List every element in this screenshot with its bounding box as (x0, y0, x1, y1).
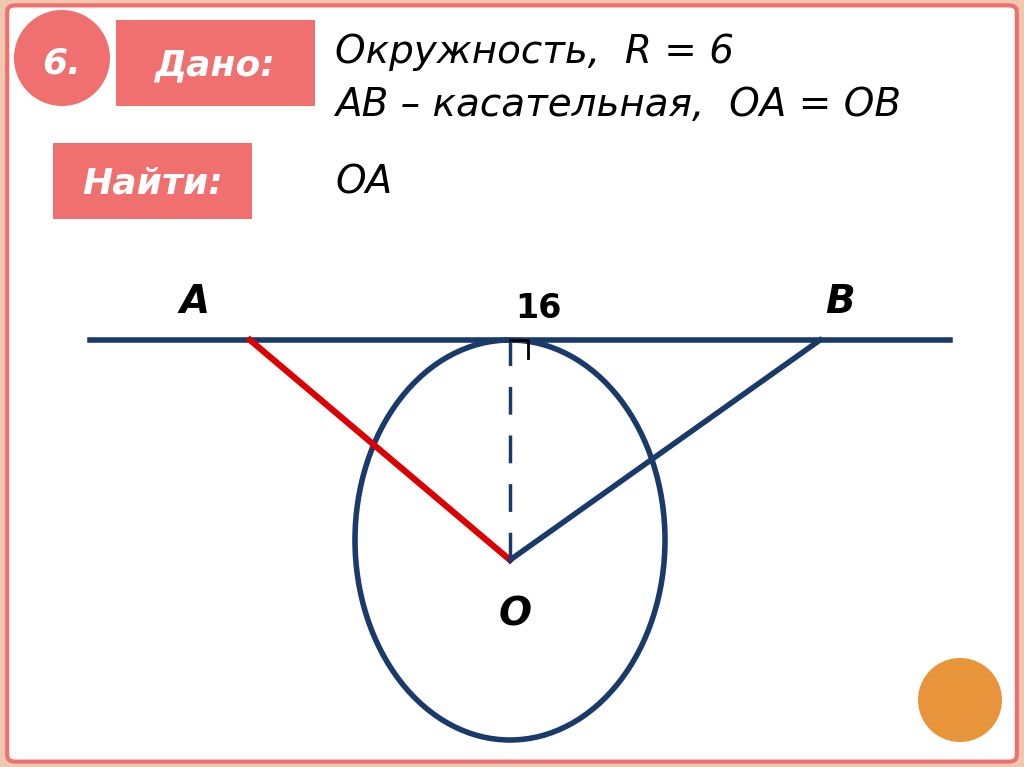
Text: AB – касательная,  OA = OB: AB – касательная, OA = OB (335, 86, 901, 124)
Text: O: O (499, 596, 531, 634)
FancyBboxPatch shape (53, 143, 252, 219)
Circle shape (918, 658, 1002, 742)
Text: 16: 16 (515, 291, 561, 324)
Text: A: A (180, 283, 210, 321)
Circle shape (14, 10, 110, 106)
FancyBboxPatch shape (116, 20, 315, 106)
Text: Дано:: Дано: (155, 48, 275, 82)
Text: B: B (825, 283, 855, 321)
Text: Окружность,  R = 6: Окружность, R = 6 (335, 33, 734, 71)
Text: OA: OA (335, 164, 392, 202)
Text: Найти:: Найти: (83, 166, 223, 200)
Text: 6.: 6. (43, 46, 82, 80)
